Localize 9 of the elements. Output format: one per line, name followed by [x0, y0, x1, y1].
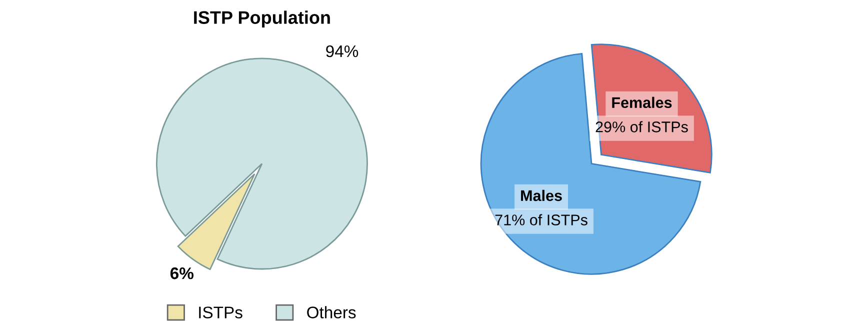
legend-label: ISTPs — [199, 306, 242, 318]
data-label: 29% of ISTPs — [596, 121, 688, 132]
data-label: 6% — [170, 267, 194, 280]
slice-label: Males — [521, 190, 562, 202]
chart-title: ISTP Population — [194, 10, 330, 28]
data-label: 94% — [326, 45, 358, 58]
data-label: 71% of ISTPs — [495, 214, 588, 226]
legend-label: Others — [307, 306, 356, 318]
slice-label: Females — [612, 96, 672, 108]
